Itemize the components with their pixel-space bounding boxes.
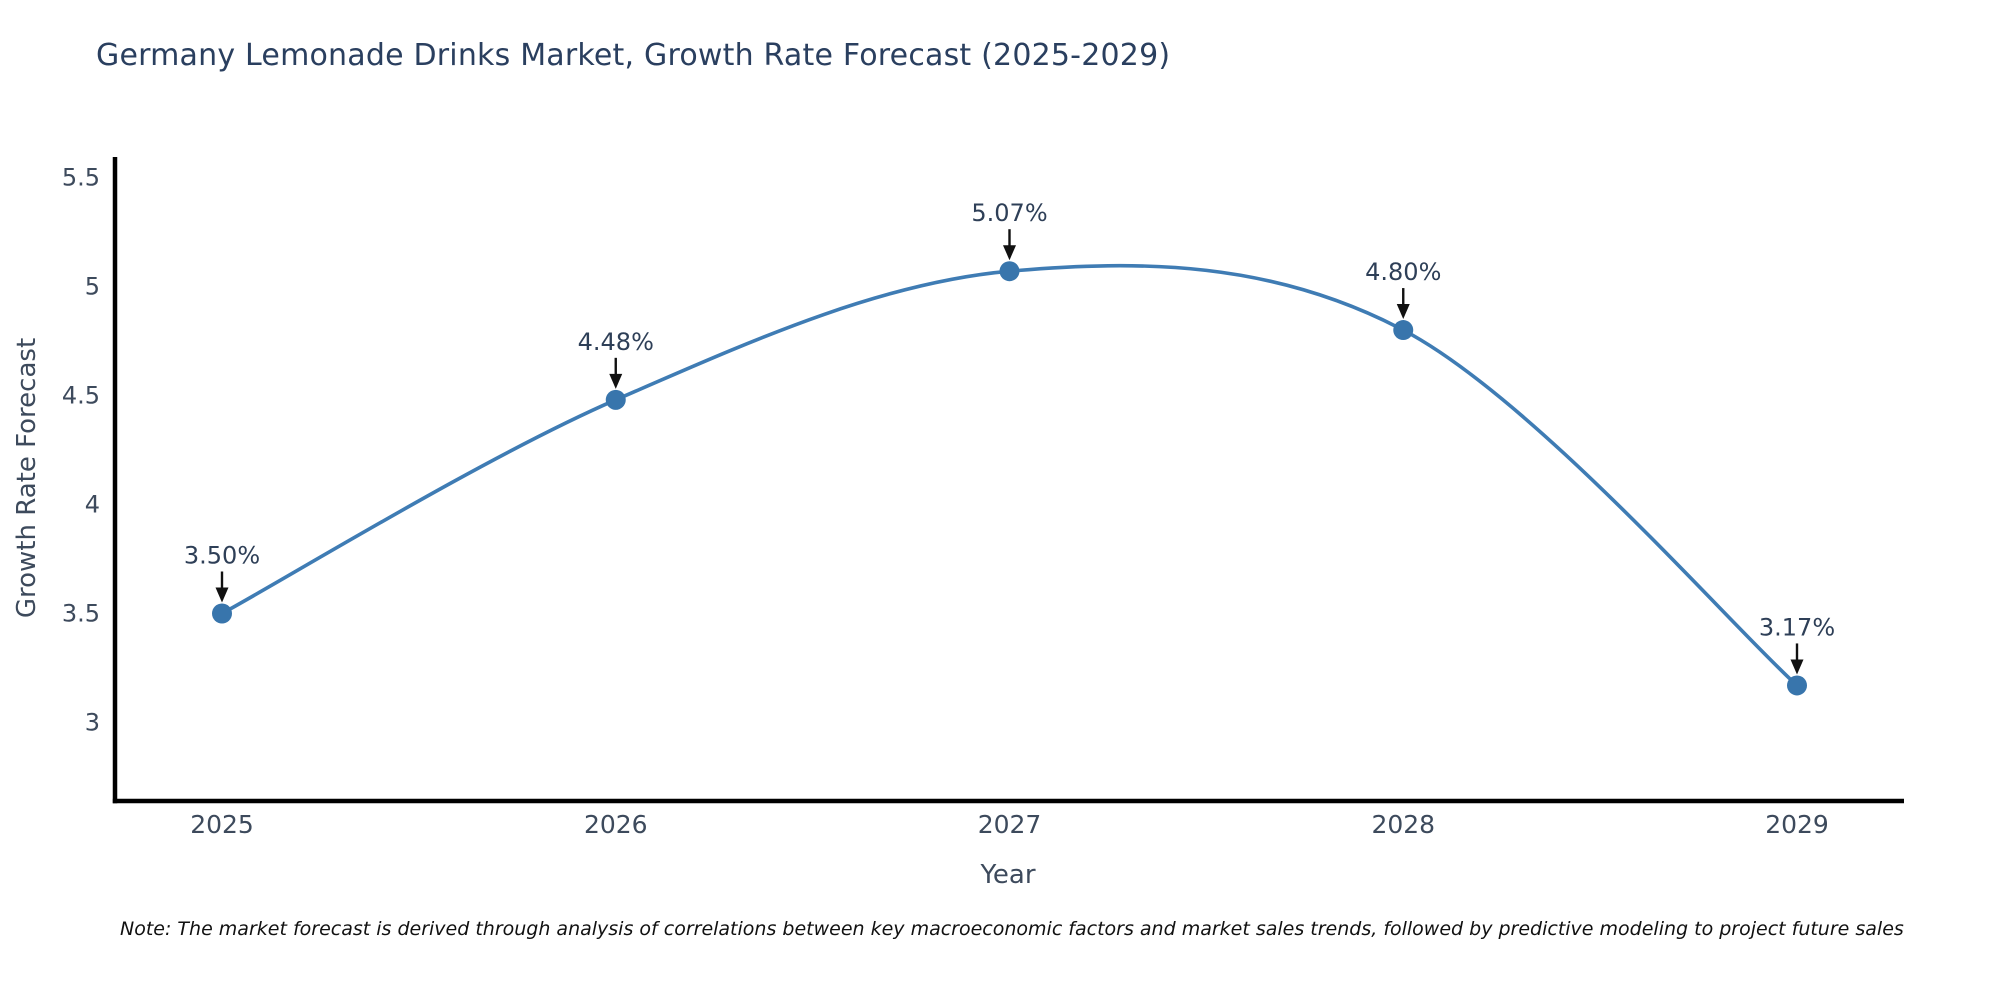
y-tick-label: 5.5 bbox=[62, 163, 100, 191]
data-point-label: 4.80% bbox=[1365, 258, 1441, 286]
data-point-marker bbox=[1393, 320, 1414, 341]
footnote-text: Note: The market forecast is derived thr… bbox=[120, 918, 1904, 940]
x-tick-label: 2025 bbox=[190, 810, 254, 839]
annotation-arrowhead bbox=[1396, 304, 1410, 320]
data-point-marker bbox=[1787, 675, 1807, 696]
data-point-marker bbox=[605, 389, 626, 410]
y-tick-label: 4 bbox=[85, 490, 100, 518]
x-tick-label: 2026 bbox=[584, 810, 648, 839]
data-point-label: 3.17% bbox=[1759, 613, 1835, 641]
data-point-label: 3.50% bbox=[184, 541, 260, 569]
annotation-arrowhead bbox=[215, 587, 229, 603]
data-point-marker bbox=[999, 261, 1020, 282]
x-axis-title: Year bbox=[980, 860, 1036, 890]
x-tick-label: 2029 bbox=[1765, 810, 1829, 839]
chart-title: Germany Lemonade Drinks Market, Growth R… bbox=[96, 38, 1171, 73]
annotation-arrowhead bbox=[1003, 245, 1016, 261]
forecast-line bbox=[220, 263, 1799, 688]
y-tick-label: 3 bbox=[85, 709, 100, 737]
data-point-label: 4.48% bbox=[578, 328, 654, 356]
y-axis-title: Growth Rate Forecast bbox=[12, 337, 42, 619]
annotation-arrowhead bbox=[609, 373, 623, 389]
data-point-label: 5.07% bbox=[971, 199, 1047, 227]
y-tick-label: 4.5 bbox=[62, 381, 100, 409]
y-tick-label: 5 bbox=[85, 272, 100, 300]
annotation-arrowhead bbox=[1790, 659, 1804, 675]
data-point-marker bbox=[212, 603, 232, 624]
x-tick-label: 2027 bbox=[978, 810, 1042, 839]
x-tick-label: 2028 bbox=[1371, 810, 1435, 839]
y-tick-label: 3.5 bbox=[62, 599, 100, 627]
